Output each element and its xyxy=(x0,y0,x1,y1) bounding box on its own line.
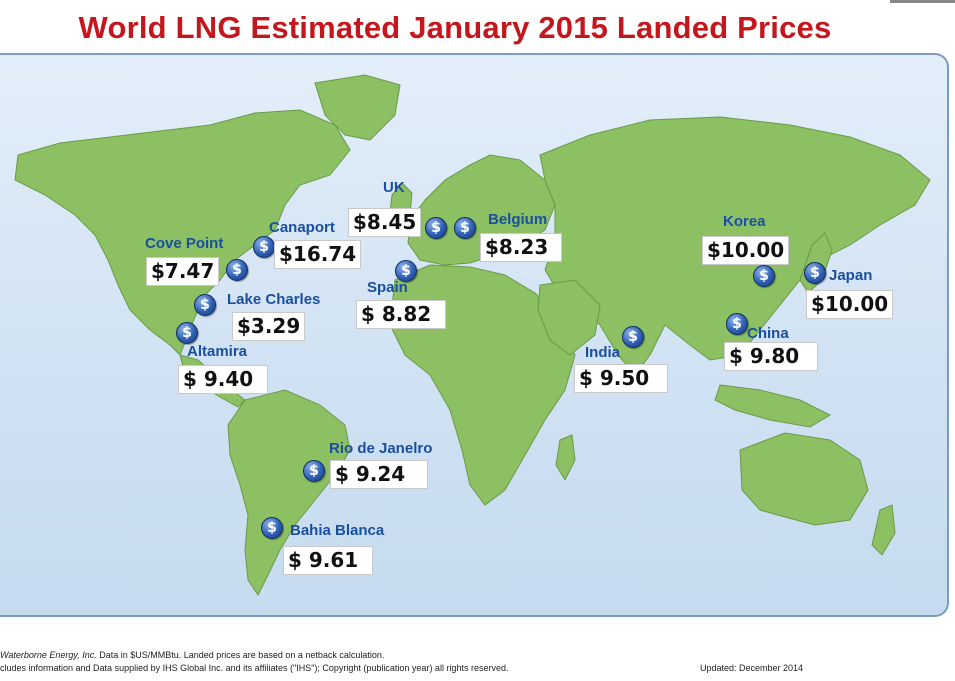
city-label-canaport: Canaport xyxy=(269,219,335,236)
city-label-india: India xyxy=(585,344,621,361)
dollar-coin-icon[interactable]: $ xyxy=(194,294,216,316)
dollar-coin-icon[interactable]: $ xyxy=(726,313,748,335)
city-label-spain: Spain xyxy=(367,279,408,296)
dollar-coin-icon[interactable]: $ xyxy=(622,326,644,348)
price-box-spain: $ 8.82 xyxy=(356,300,446,329)
city-label-cove-point: Cove Point xyxy=(145,235,224,252)
australia-landmass xyxy=(739,432,869,526)
city-label-korea: Korea xyxy=(723,213,766,230)
greenland-landmass xyxy=(314,74,401,141)
new-zealand-landmass xyxy=(871,504,896,556)
footer-source-line: Waterborne Energy, Inc. Data in $US/MMBt… xyxy=(0,650,384,660)
price-box-china: $ 9.80 xyxy=(724,342,818,371)
price-box-altamira: $ 9.40 xyxy=(178,365,268,394)
city-label-china: China xyxy=(747,325,789,342)
city-label-altamira: Altamira xyxy=(187,343,248,360)
city-label-japan: Japan xyxy=(829,267,873,284)
dollar-coin-icon[interactable]: $ xyxy=(261,517,283,539)
price-box-bahia-blanca: $ 9.61 xyxy=(283,546,373,575)
city-label-rio-de-janeiro: Rio de Janelro xyxy=(329,440,433,457)
south-america-landmass xyxy=(227,389,351,596)
city-label-belgium: Belgium xyxy=(488,211,548,228)
dollar-coin-icon[interactable]: $ xyxy=(303,460,325,482)
city-label-lake-charles: Lake Charles xyxy=(227,291,321,308)
footer-updated: Updated: December 2014 xyxy=(700,663,804,673)
price-box-india: $ 9.50 xyxy=(574,364,668,393)
price-box-uk: $8.45 xyxy=(348,208,422,237)
price-box-lake-charles: $3.29 xyxy=(232,312,306,341)
madagascar-landmass xyxy=(555,434,576,482)
southeast-asia-islands xyxy=(714,384,832,428)
footer-source: Waterborne Energy, Inc. xyxy=(0,650,97,660)
price-box-canaport: $16.74 xyxy=(274,240,362,269)
arabia-landmass xyxy=(537,279,601,356)
footer-copyright-line: cludes information and Data supplied by … xyxy=(0,663,509,673)
dollar-coin-icon[interactable]: $ xyxy=(176,322,198,344)
price-box-cove-point: $7.47 xyxy=(146,257,220,286)
dollar-coin-icon[interactable]: $ xyxy=(425,217,447,239)
city-label-bahia-blanca: Bahia Blanca xyxy=(290,522,385,539)
page-title: World LNG Estimated January 2015 Landed … xyxy=(78,10,832,45)
price-box-japan: $10.00 xyxy=(806,290,894,319)
dollar-coin-icon[interactable]: $ xyxy=(226,259,248,281)
world-map xyxy=(0,53,949,617)
city-label-uk: UK xyxy=(383,179,405,196)
footer-note: Data in $US/MMBtu. Landed prices are bas… xyxy=(99,650,385,660)
dollar-coin-icon[interactable]: $ xyxy=(253,236,275,258)
price-box-rio-de-janeiro: $ 9.24 xyxy=(330,460,428,489)
price-box-belgium: $8.23 xyxy=(480,233,562,262)
dollar-coin-icon[interactable]: $ xyxy=(753,265,775,287)
price-box-korea: $10.00 xyxy=(702,236,790,265)
dollar-coin-icon[interactable]: $ xyxy=(804,262,826,284)
dollar-coin-icon[interactable]: $ xyxy=(454,217,476,239)
world-map-land xyxy=(14,74,931,596)
top-border-line xyxy=(890,0,955,3)
dollar-coin-icon[interactable]: $ xyxy=(395,260,417,282)
